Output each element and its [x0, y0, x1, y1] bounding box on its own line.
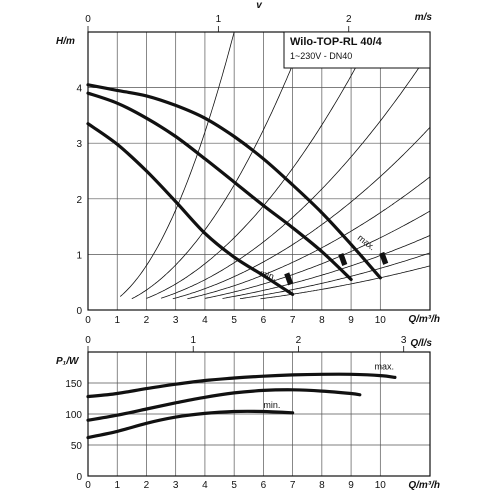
- power-x-tick-label: 0: [85, 480, 91, 490]
- head-y-tick-label: 0: [76, 306, 82, 317]
- head-system-curve: [239, 252, 431, 300]
- power-y-tick-label: 50: [71, 441, 83, 452]
- head-series-line: [86, 122, 295, 296]
- head-x-tick-label: 6: [261, 315, 267, 326]
- head-top-axis-label: m/s: [415, 12, 433, 23]
- power-x-tick-label: 2: [144, 480, 150, 490]
- head-system-curve: [222, 235, 431, 299]
- head-x-tick-label: 8: [319, 315, 325, 326]
- power-x-tick-label: 7: [290, 480, 296, 490]
- head-chart-subtitle: 1~230V - DN40: [290, 51, 352, 61]
- power-series-line: [86, 388, 362, 422]
- power-x-tick-label: 9: [348, 480, 354, 490]
- head-x-tick-label: 1: [114, 315, 120, 326]
- head-x-tick-labels: 0 1 2 3 4 5 6 7 8 9 10: [85, 315, 386, 326]
- head-chart-title: Wilo-TOP-RL 40/4: [290, 36, 383, 48]
- power-y-tick-label: 150: [65, 379, 82, 390]
- power-series-line: [86, 372, 397, 399]
- head-x-tick-label: 7: [290, 315, 296, 326]
- head-x-tick-label: 9: [348, 315, 354, 326]
- head-end-marker: [338, 252, 348, 266]
- power-series-label-min: min.: [263, 400, 280, 410]
- power-x-tick-label: 1: [114, 480, 120, 490]
- power-x-tick-label: 4: [202, 480, 208, 490]
- head-system-curve: [119, 31, 235, 297]
- power-x-tick-label: 8: [319, 480, 325, 490]
- head-y-tick-label: 4: [76, 84, 82, 95]
- power-series-lines: [86, 372, 397, 440]
- head-system-curve: [187, 176, 431, 300]
- head-y-tick-labels: 0 1 2 3 4: [76, 84, 82, 317]
- power-y-tick-labels: 0 50 100 150: [65, 379, 82, 483]
- head-series-line: [86, 91, 353, 281]
- power-x-tick-label: 10: [375, 480, 387, 490]
- head-system-curve: [204, 210, 431, 299]
- power-top-tick-labels: 0 1 2 3: [85, 335, 407, 352]
- head-y-tick-label: 3: [76, 139, 82, 150]
- power-top-tick-label: 0: [85, 335, 91, 346]
- head-system-curve: [146, 32, 375, 299]
- head-y-tick-label: 2: [76, 195, 82, 206]
- head-y-tick-label: 1: [76, 250, 82, 261]
- power-series-label-max: max.: [374, 361, 394, 371]
- power-x-tick-label: 5: [231, 480, 237, 490]
- power-x-tick-label: 3: [173, 480, 179, 490]
- head-system-curve: [160, 50, 431, 299]
- head-x-tick-label: 3: [173, 315, 179, 326]
- head-x-tick-label: 5: [231, 315, 237, 326]
- head-x-tick-label: 2: [144, 315, 150, 326]
- power-plot-frame: [87, 351, 431, 477]
- power-x-tick-labels: 0 1 2 3 4 5 6 7 8 9 10: [85, 480, 387, 491]
- head-top-tick-label: 0: [85, 14, 91, 25]
- head-end-markers: [284, 251, 389, 286]
- head-system-curve: [260, 265, 431, 300]
- head-series-lines: [86, 83, 382, 296]
- head-chart: Wilo-TOP-RL 40/4 1~230V - DN40 0 1 2 3 4 5 6 7 8…: [56, 0, 440, 326]
- power-top-axis-label: Q/l/s: [410, 338, 432, 349]
- head-top-tick-labels: 0 1 2: [85, 14, 352, 32]
- power-y-tick-label: 100: [65, 410, 82, 421]
- power-y-axis-label: P₁/W: [56, 356, 80, 367]
- power-top-tick-label: 1: [190, 335, 196, 346]
- head-system-curve: [172, 127, 431, 300]
- power-top-tick-label: 2: [296, 335, 302, 346]
- head-top-axis-symbol: v: [256, 0, 263, 11]
- head-end-marker: [284, 272, 294, 286]
- head-y-axis-label: H/m: [56, 36, 75, 47]
- head-title-box: [283, 31, 431, 69]
- head-x-tick-label: 4: [202, 315, 208, 326]
- power-x-axis-label: Q/m³/h: [408, 480, 440, 490]
- head-series-label-min: min.: [258, 268, 277, 283]
- power-series-line: [86, 409, 295, 440]
- power-x-tick-label: 6: [261, 480, 267, 490]
- head-x-axis-label: Q/m³/h: [408, 314, 440, 325]
- head-top-tick-label: 2: [346, 14, 352, 25]
- head-series-line: [86, 83, 382, 280]
- power-y-tick-label: 0: [76, 472, 82, 483]
- head-x-tick-label: 0: [85, 315, 91, 326]
- head-x-tick-label: 10: [375, 315, 387, 326]
- head-system-curves: [119, 31, 431, 300]
- head-top-tick-label: 1: [216, 14, 222, 25]
- head-grid: [87, 32, 430, 311]
- head-system-curve: [131, 35, 305, 300]
- head-end-marker: [379, 251, 389, 265]
- power-top-tick-label: 3: [401, 335, 407, 346]
- head-plot-frame: [87, 31, 431, 311]
